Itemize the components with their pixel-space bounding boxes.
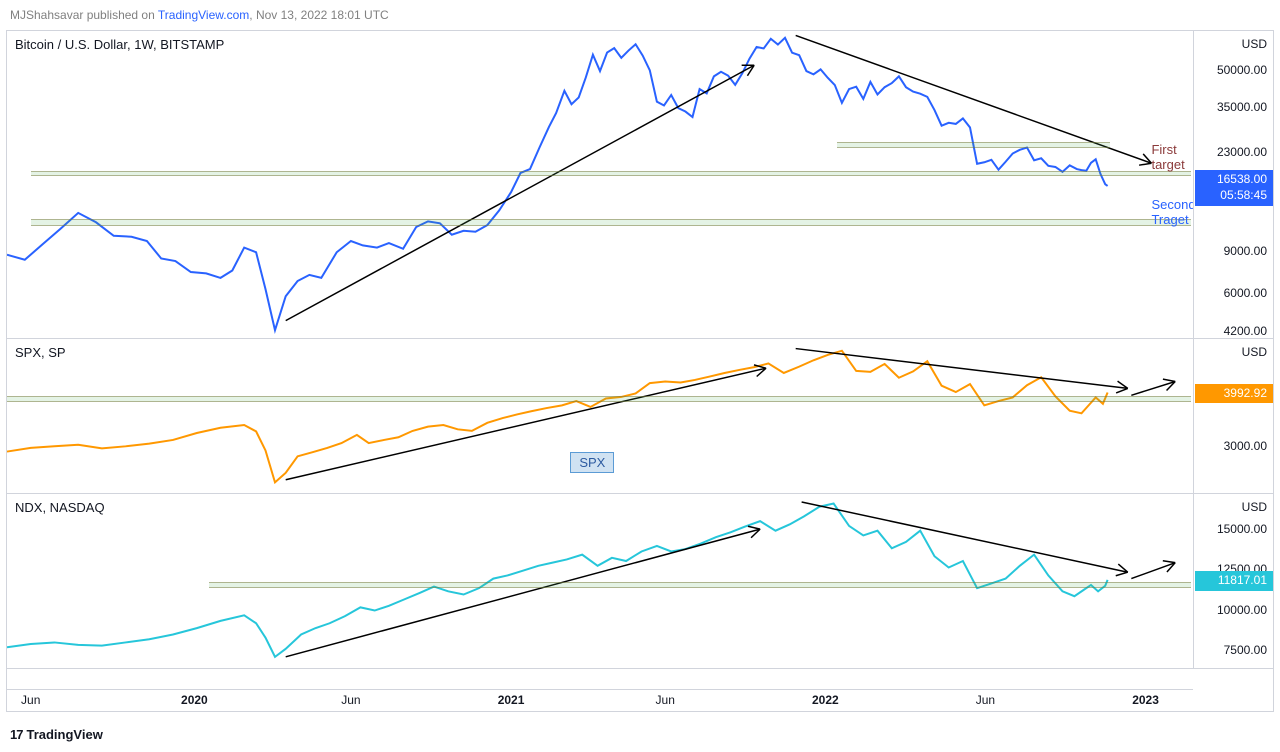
- x-tick-label: 2023: [1132, 693, 1159, 707]
- plot-spx[interactable]: SPX: [7, 339, 1193, 493]
- site-link[interactable]: TradingView.com: [158, 8, 249, 22]
- last-price-tag: 16538.0005:58:45: [1195, 170, 1273, 205]
- series-ndx: [7, 504, 1108, 657]
- y-tick-label: 9000.00: [1224, 244, 1267, 258]
- trend-arrow: [796, 349, 1128, 389]
- x-axis[interactable]: Jun 2020 Jun 2021 Jun 2022 Jun 2023: [7, 689, 1193, 711]
- x-tick-label: 2021: [498, 693, 525, 707]
- y-unit: USD: [1242, 37, 1267, 51]
- last-price-tag: 3992.92: [1195, 384, 1273, 404]
- x-tick-label: Jun: [976, 693, 995, 707]
- trend-arrow: [286, 368, 766, 480]
- panel-spx: SPX SPX, SP USD 3000.00 3992.92: [7, 339, 1273, 494]
- y-tick-label: 23000.00: [1217, 145, 1267, 159]
- trend-arrow: [286, 65, 754, 320]
- y-tick-label: 50000.00: [1217, 63, 1267, 77]
- publish-header: MJShahsavar published on TradingView.com…: [10, 8, 389, 22]
- x-tick-label: 2022: [812, 693, 839, 707]
- y-tick-label: 7500.00: [1224, 643, 1267, 657]
- y-axis[interactable]: USD 50000.00 35000.00 23000.00 9000.00 6000.0…: [1193, 31, 1273, 338]
- y-axis[interactable]: USD 3000.00 3992.92: [1193, 339, 1273, 493]
- y-tick-label: 35000.00: [1217, 100, 1267, 114]
- support-zone: [209, 582, 1191, 588]
- panel-title: NDX, NASDAQ: [15, 500, 105, 515]
- x-tick-label: Jun: [656, 693, 675, 707]
- y-tick-label: 4200.00: [1224, 324, 1267, 338]
- series-btc: [7, 38, 1108, 330]
- plot-btc[interactable]: First targetSecond Traget: [7, 31, 1193, 338]
- trend-arrow: [802, 502, 1128, 572]
- y-axis[interactable]: USD15000.0012500.0010000.007500.0011817.…: [1193, 494, 1273, 668]
- tv-icon: 17: [10, 727, 22, 742]
- y-tick-label: 6000.00: [1224, 286, 1267, 300]
- y-tick-label: 10000.00: [1217, 603, 1267, 617]
- support-zone: [31, 171, 1191, 177]
- y-unit: USD: [1242, 345, 1267, 359]
- x-tick-label: Jun: [21, 693, 40, 707]
- x-tick-label: Jun: [341, 693, 360, 707]
- x-tick-label: 2020: [181, 693, 208, 707]
- author: MJShahsavar: [10, 8, 83, 22]
- panel-title: Bitcoin / U.S. Dollar, 1W, BITSTAMP: [15, 37, 224, 52]
- tradingview-logo: 17TradingView: [10, 727, 103, 742]
- chart-area[interactable]: First targetSecond TragetBitcoin / U.S. …: [6, 30, 1274, 712]
- y-unit: USD: [1242, 500, 1267, 514]
- support-zone: [7, 396, 1191, 402]
- plot-ndx[interactable]: [7, 494, 1193, 668]
- panel-ndx: NDX, NASDAQUSD15000.0012500.0010000.0075…: [7, 494, 1273, 669]
- y-tick-label: 15000.00: [1217, 522, 1267, 536]
- last-price-tag: 11817.01: [1195, 571, 1273, 591]
- trend-arrow: [286, 529, 760, 657]
- panel-btc: First targetSecond TragetBitcoin / U.S. …: [7, 31, 1273, 339]
- support-zone: [31, 219, 1191, 226]
- y-tick-label: 3000.00: [1224, 439, 1267, 453]
- panel-title: SPX, SP: [15, 345, 66, 360]
- support-zone: [837, 142, 1110, 148]
- symbol-box: SPX: [570, 452, 614, 473]
